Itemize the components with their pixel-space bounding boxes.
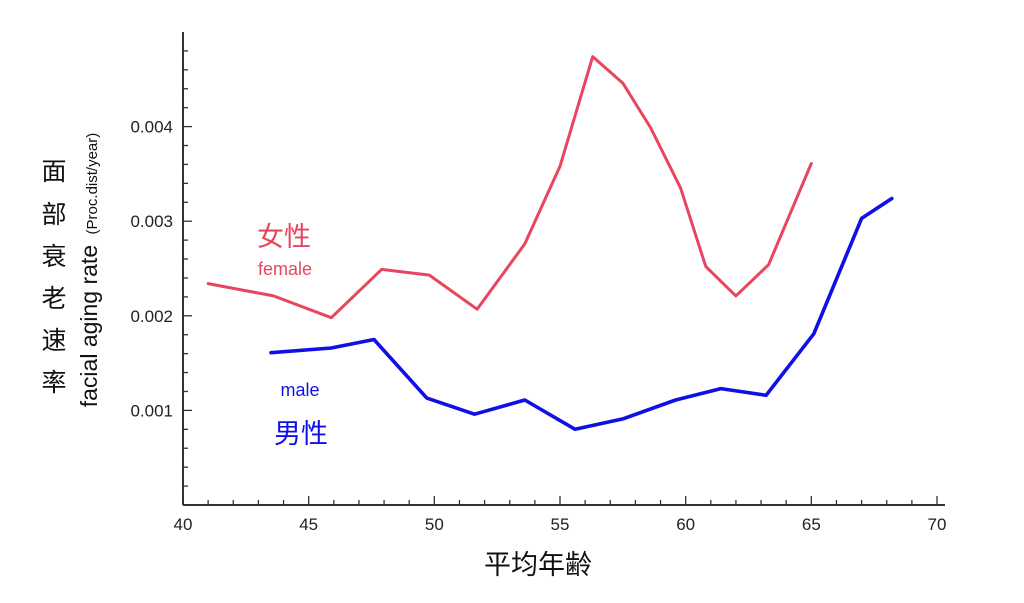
male-label-cjk: 男性 <box>274 419 328 450</box>
female-label-en: female <box>258 259 312 279</box>
y-axis-title-text: facial aging rate <box>76 245 102 407</box>
y-title-char: 率 <box>41 368 66 397</box>
y-axis-title-en: facial aging rate (Proc.dist/year) <box>76 133 102 408</box>
y-tick-label: 0.004 <box>130 118 173 137</box>
male-line <box>269 196 894 432</box>
y-title-char: 衰 <box>41 242 66 271</box>
y-title-char: 面 <box>41 157 66 186</box>
y-title-char: 老 <box>41 284 66 313</box>
x-minor-ticks <box>182 496 938 505</box>
y-tick-labels: 0.001 0.002 0.003 0.004 <box>130 118 173 421</box>
y-axis-title-unit: (Proc.dist/year) <box>84 133 101 235</box>
x-axis-title: 平均年齢 <box>484 550 592 581</box>
x-tick-label: 70 <box>928 515 947 534</box>
y-tick-label: 0.001 <box>130 401 173 420</box>
x-tick-label: 40 <box>174 515 193 534</box>
y-title-char: 速 <box>41 326 66 355</box>
series-lines <box>206 55 894 432</box>
x-tick-label: 50 <box>425 515 444 534</box>
x-tick-label: 55 <box>551 515 570 534</box>
female-label-cjk: 女性 <box>257 222 311 253</box>
x-tick-labels: 40 45 50 55 60 65 70 <box>174 515 947 534</box>
axes: 40 45 50 55 60 65 70 0.001 0.002 0.003 0.004 <box>130 32 946 534</box>
y-tick-label: 0.002 <box>130 307 173 326</box>
y-tick-label: 0.003 <box>130 212 173 231</box>
male-label-en: male <box>280 380 319 400</box>
y-axis-title-cjk: 面 部 衰 老 速 率 <box>41 157 66 397</box>
x-tick-label: 60 <box>676 515 695 534</box>
x-tick-label: 45 <box>299 515 318 534</box>
y-minor-ticks <box>183 50 192 487</box>
y-title-char: 部 <box>41 200 66 229</box>
female-line <box>206 55 813 320</box>
x-tick-label: 65 <box>802 515 821 534</box>
